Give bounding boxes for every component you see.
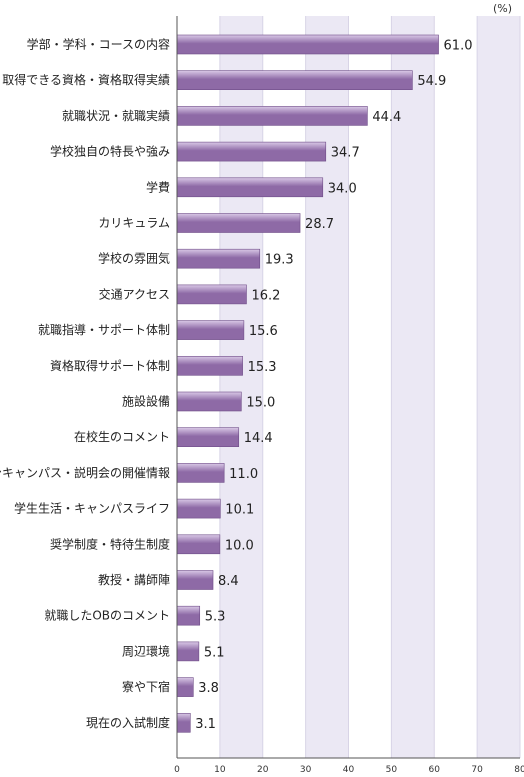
bar: [176, 427, 240, 448]
grid-band: [391, 16, 435, 758]
x-tick-label: 60: [429, 765, 441, 775]
x-tick-label: 40: [343, 765, 355, 775]
value-label: 8.4: [218, 574, 239, 589]
value-label: 15.6: [249, 324, 278, 339]
category-label: 学校独自の特長や強み: [50, 144, 170, 159]
bar: [176, 605, 201, 626]
value-label: 54.9: [417, 74, 446, 89]
bar: [176, 106, 368, 126]
bar: [176, 641, 200, 662]
category-label: 就職状況・就職実績: [62, 108, 170, 123]
category-label: 在校生のコメント: [74, 429, 170, 444]
category-label: 学部・学科・コースの内容: [27, 37, 170, 52]
x-tick-label: 30: [300, 765, 312, 775]
category-label: 学費: [146, 179, 170, 194]
bar: [176, 498, 221, 519]
value-label: 34.0: [328, 181, 357, 196]
value-label: 5.1: [204, 645, 225, 660]
bar: [176, 355, 243, 376]
category-label: 現在の入試制度: [86, 715, 170, 730]
bar: [176, 320, 245, 340]
x-tick-label: 50: [386, 765, 398, 775]
value-label: 11.0: [229, 467, 258, 482]
category-label: 奨学制度・特待生制度: [50, 536, 170, 551]
bar: [176, 391, 242, 412]
category-label: 教授・講師陣: [98, 572, 170, 587]
grid-band: [305, 16, 349, 758]
value-label: 16.2: [251, 288, 280, 303]
value-label: 3.1: [195, 717, 216, 732]
category-label: 就職指導・サポート体制: [38, 322, 170, 337]
x-tick-label: 0: [174, 765, 180, 775]
x-tick-label: 70: [471, 765, 483, 775]
bar: [176, 213, 301, 233]
category-label: 学生生活・キャンパスライフ: [14, 501, 170, 516]
value-label: 15.3: [248, 360, 277, 375]
bar: [176, 677, 194, 697]
category-label: 交通アクセス: [99, 286, 170, 301]
value-label: 10.1: [225, 503, 254, 518]
value-label: 19.3: [265, 253, 294, 268]
x-tick-label: 10: [214, 765, 226, 775]
value-label: 34.7: [331, 146, 360, 161]
category-label: 取得できる資格・資格取得実績: [2, 72, 170, 87]
bar: [176, 248, 261, 269]
category-label: オープンキャンパス・説明会の開催情報: [0, 465, 170, 480]
unit-label: (%): [493, 2, 512, 15]
bar: [176, 141, 327, 162]
category-label: 寮や下宿: [122, 679, 170, 694]
bar: [176, 70, 413, 90]
bar: [176, 712, 191, 733]
x-tick-label: 20: [257, 765, 269, 775]
value-label: 3.8: [198, 681, 219, 696]
grid-band: [219, 16, 263, 758]
value-label: 61.0: [444, 39, 473, 54]
bar: [176, 534, 221, 555]
value-label: 5.3: [205, 610, 226, 625]
bar: [176, 284, 247, 305]
bar: [176, 34, 439, 55]
value-label: 15.0: [246, 396, 275, 411]
category-label: 学校の雰囲気: [98, 251, 170, 266]
bar: [176, 177, 324, 198]
category-label: 資格取得サポート体制: [50, 358, 170, 373]
value-label: 28.7: [305, 217, 334, 232]
x-tick-label: 80: [514, 765, 524, 775]
value-label: 10.0: [225, 538, 254, 553]
value-label: 14.4: [244, 431, 273, 446]
category-label: カリキュラム: [98, 216, 170, 230]
bar: [176, 570, 214, 590]
category-label: 就職したOBのコメント: [44, 609, 170, 623]
grid-band: [477, 16, 520, 758]
category-label: 周辺環境: [122, 643, 170, 658]
category-label: 施設設備: [122, 394, 170, 409]
value-label: 44.4: [372, 110, 401, 125]
bar: [176, 463, 225, 483]
